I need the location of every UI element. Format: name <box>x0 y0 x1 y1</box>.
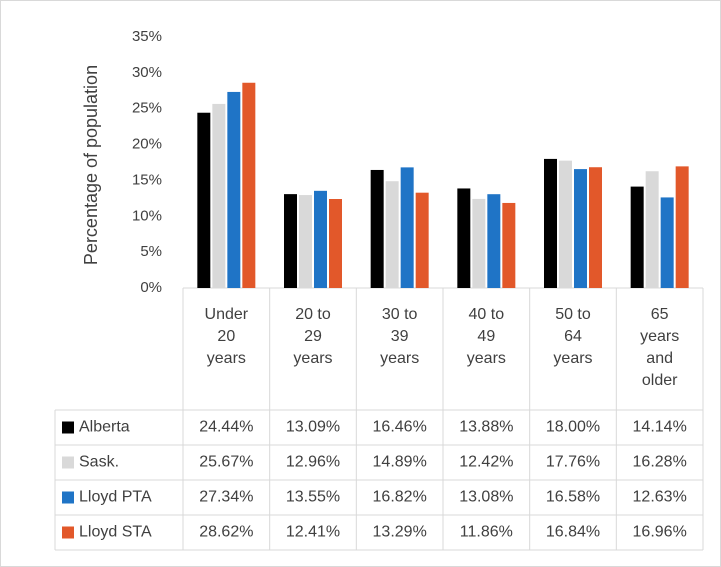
table-cell: 14.14% <box>633 419 687 436</box>
table-cell: 12.42% <box>459 454 513 471</box>
table-cell: 16.46% <box>373 419 427 436</box>
bar <box>487 194 501 288</box>
bar <box>574 169 587 288</box>
bar <box>299 195 312 288</box>
table-cell: 13.88% <box>459 419 513 436</box>
bar <box>415 192 429 288</box>
table-cell: 17.76% <box>546 454 600 471</box>
x-tick-label: 30 to 39 years <box>380 306 420 367</box>
table-cell: 14.89% <box>373 454 427 471</box>
table-cell: 16.58% <box>546 489 600 506</box>
table-cell: 13.29% <box>373 524 427 541</box>
bar <box>197 112 211 288</box>
legend-swatch <box>62 491 74 504</box>
legend-swatch <box>62 526 74 539</box>
table-cell: 13.09% <box>286 419 340 436</box>
table-cell: 16.28% <box>633 454 687 471</box>
bar <box>212 103 226 289</box>
table-cell: 12.96% <box>286 454 340 471</box>
y-tick-label: 0% <box>140 279 162 296</box>
x-tick-label: 65 years and older <box>640 306 680 389</box>
table-cell: 11.86% <box>460 524 513 541</box>
x-tick-label: 20 to 29 years <box>293 306 333 367</box>
x-tick-label: 50 to 64 years <box>553 306 593 367</box>
bar <box>314 190 327 288</box>
y-tick-label: 20% <box>132 136 162 153</box>
table-cell: 27.34% <box>199 489 253 506</box>
bar <box>559 160 572 288</box>
y-tick-label: 15% <box>132 171 162 188</box>
bar <box>472 198 486 288</box>
bar <box>502 202 516 288</box>
x-tick-label: Under 20 years <box>204 306 249 367</box>
table-cell: 28.62% <box>199 524 253 541</box>
bar <box>227 91 241 289</box>
table-cell: 16.84% <box>546 524 600 541</box>
table-cell: 16.82% <box>373 489 427 506</box>
bar <box>645 171 659 288</box>
bar <box>385 181 399 288</box>
bar <box>675 166 689 288</box>
legend-label: Lloyd PTA <box>79 489 152 506</box>
legend-label: Sask. <box>79 454 119 471</box>
table-cell: 12.63% <box>633 489 687 506</box>
y-tick-label: 25% <box>132 100 162 117</box>
table-cell: 18.00% <box>546 419 600 436</box>
bar <box>457 188 471 288</box>
table-cell: 16.96% <box>633 524 687 541</box>
bar <box>284 194 297 288</box>
table-cell: 24.44% <box>199 419 253 436</box>
table-cell: 25.67% <box>199 454 253 471</box>
legend-swatch <box>62 456 74 469</box>
y-tick-label: 5% <box>140 243 162 260</box>
legend-swatch <box>62 421 74 434</box>
bar <box>544 158 557 288</box>
table-cell: 12.41% <box>286 524 340 541</box>
bar <box>589 167 602 288</box>
y-tick-label: 35% <box>132 28 162 45</box>
x-tick-label: 40 to 49 years <box>466 306 506 367</box>
bar <box>630 186 644 288</box>
bar <box>400 167 414 288</box>
bar <box>660 197 674 288</box>
legend-label: Lloyd STA <box>79 524 152 541</box>
bar <box>329 199 342 288</box>
y-tick-label: 10% <box>132 207 162 224</box>
table-cell: 13.08% <box>459 489 513 506</box>
y-tick-label: 30% <box>132 64 162 81</box>
y-axis-title: Percentage of population <box>81 65 101 265</box>
bar <box>370 169 384 288</box>
bar <box>242 82 256 288</box>
legend-label: Alberta <box>79 419 130 436</box>
table-cell: 13.55% <box>286 489 340 506</box>
